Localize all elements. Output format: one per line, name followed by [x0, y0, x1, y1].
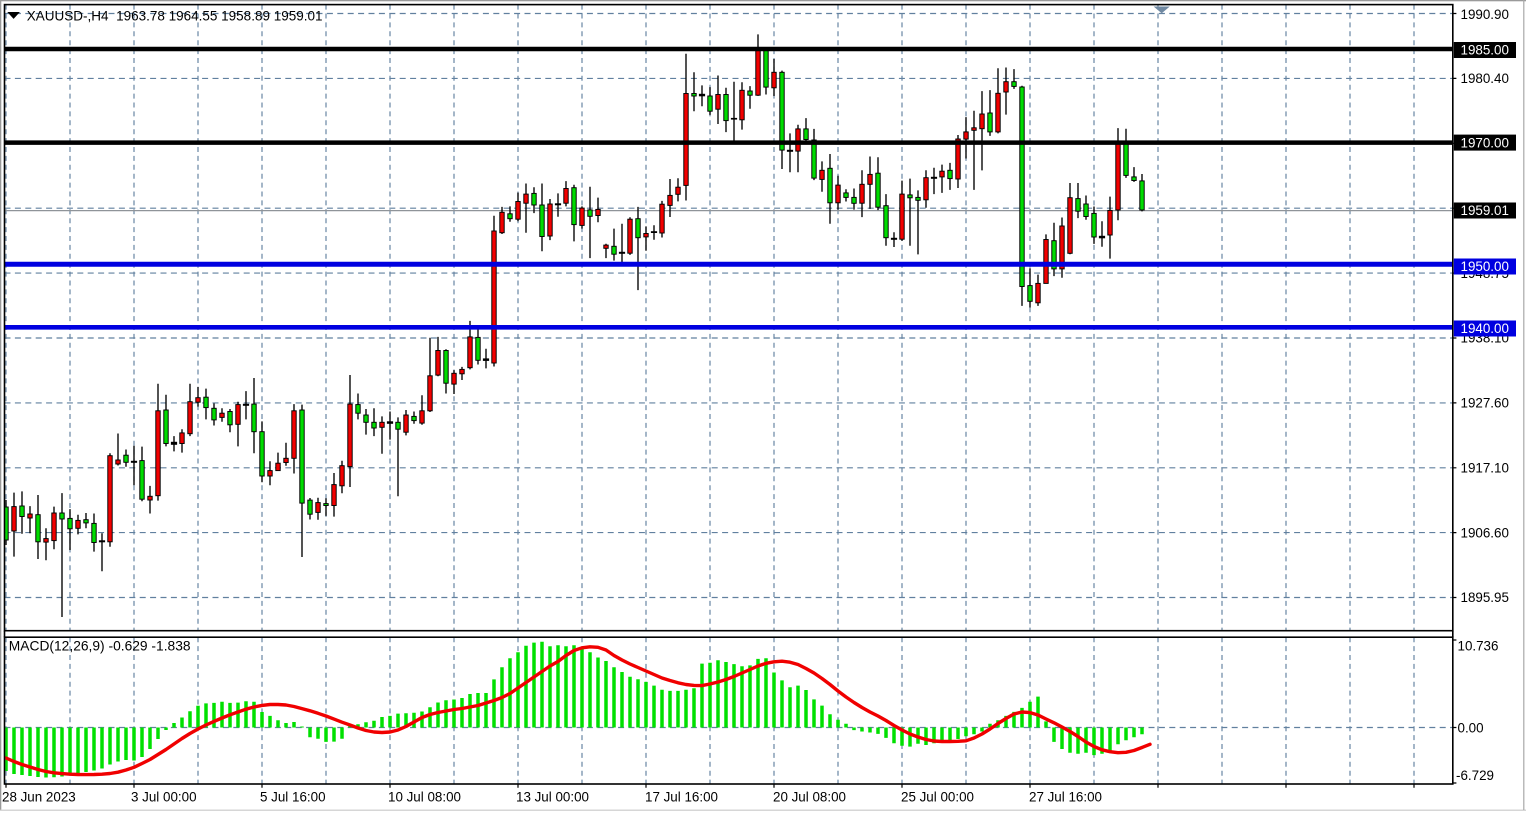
svg-text:10 Jul 08:00: 10 Jul 08:00 [388, 790, 461, 805]
svg-text:MACD(12,26,9) -0.629 -1.838: MACD(12,26,9) -0.629 -1.838 [9, 639, 191, 654]
svg-text:1985.00: 1985.00 [1461, 43, 1509, 58]
svg-text:5 Jul 16:00: 5 Jul 16:00 [260, 790, 326, 805]
svg-text:1927.60: 1927.60 [1461, 396, 1509, 411]
svg-text:1906.60: 1906.60 [1461, 525, 1509, 540]
svg-text:1940.00: 1940.00 [1461, 321, 1509, 336]
svg-text:1895.95: 1895.95 [1461, 590, 1509, 605]
svg-text:XAUUSD-,H4 1963.78 1964.55 19: XAUUSD-,H4 1963.78 1964.55 1958.89 1959.… [27, 8, 323, 23]
svg-text:1917.10: 1917.10 [1461, 461, 1509, 476]
svg-text:1980.40: 1980.40 [1461, 71, 1509, 86]
svg-text:1990.90: 1990.90 [1461, 7, 1509, 22]
svg-text:27 Jul 16:00: 27 Jul 16:00 [1029, 790, 1102, 805]
svg-text:25 Jul 00:00: 25 Jul 00:00 [901, 790, 974, 805]
svg-text:1950.00: 1950.00 [1461, 259, 1509, 274]
svg-text:28 Jun 2023: 28 Jun 2023 [2, 790, 76, 805]
svg-text:17 Jul 16:00: 17 Jul 16:00 [645, 790, 718, 805]
svg-text:-6.729: -6.729 [1456, 768, 1494, 783]
svg-text:13 Jul 00:00: 13 Jul 00:00 [516, 790, 589, 805]
svg-text:10.736: 10.736 [1458, 639, 1499, 654]
svg-text:1970.00: 1970.00 [1461, 135, 1509, 150]
svg-text:0.00: 0.00 [1458, 720, 1484, 735]
svg-text:3 Jul 00:00: 3 Jul 00:00 [131, 790, 197, 805]
svg-text:20 Jul 08:00: 20 Jul 08:00 [773, 790, 846, 805]
svg-text:1959.01: 1959.01 [1461, 203, 1509, 218]
